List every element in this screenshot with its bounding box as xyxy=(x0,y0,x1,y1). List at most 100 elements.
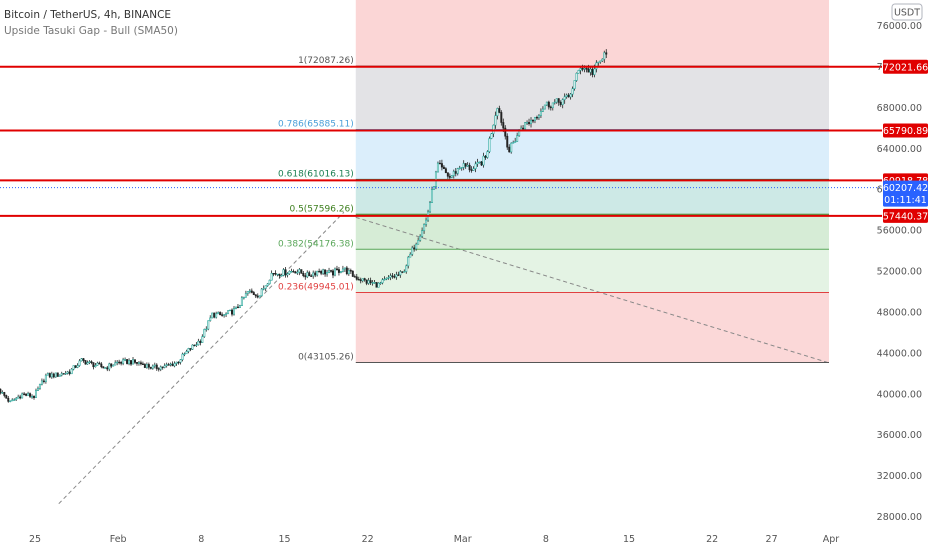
candle-body xyxy=(268,279,271,285)
candle-body xyxy=(46,373,49,376)
candle-body xyxy=(462,163,465,168)
candle-body xyxy=(524,122,527,130)
candle-body xyxy=(347,270,350,275)
candle-body xyxy=(456,168,459,174)
candle-body xyxy=(159,366,162,370)
candle-body xyxy=(80,358,83,362)
candle-body xyxy=(597,61,600,64)
candle-body xyxy=(577,70,580,74)
candle-body xyxy=(549,106,552,109)
x-tick-label: 8 xyxy=(543,534,549,545)
candle-body xyxy=(38,383,41,389)
x-tick-label: Mar xyxy=(454,534,472,545)
candle-body xyxy=(316,270,319,276)
candle-body xyxy=(169,363,172,366)
candle-body xyxy=(464,163,467,167)
zone-05-0382 xyxy=(355,214,829,250)
candle-body xyxy=(573,80,576,89)
candle-body xyxy=(298,269,301,273)
candle-body xyxy=(322,269,325,274)
candle-body xyxy=(541,108,544,112)
candle-body xyxy=(565,94,568,98)
candle-body xyxy=(282,269,285,276)
currency-badge[interactable]: USDT xyxy=(891,3,923,21)
candle-body xyxy=(379,282,382,284)
candle-body xyxy=(165,364,168,366)
candle-body xyxy=(468,164,471,171)
candle-body xyxy=(92,362,95,368)
candle-body xyxy=(260,288,263,297)
candle-body xyxy=(278,273,281,276)
candle-body xyxy=(561,99,564,105)
chart-title: Bitcoin / TetherUS, 4h, BINANCE xyxy=(4,9,171,21)
candle-body xyxy=(145,364,148,368)
candle-body xyxy=(581,68,584,70)
candle-body xyxy=(149,366,152,369)
x-tick-label: 15 xyxy=(278,534,290,545)
candle-body xyxy=(173,363,176,367)
candle-body xyxy=(530,120,533,125)
candle-body xyxy=(569,93,572,98)
x-tick-label: 15 xyxy=(623,534,635,545)
y-tick-label: 44000.00 xyxy=(877,348,922,359)
candle-body xyxy=(458,167,461,170)
candle-body xyxy=(252,292,255,296)
candle-body xyxy=(383,278,386,281)
candle-body xyxy=(11,399,14,402)
candle-body xyxy=(407,256,410,267)
candle-body xyxy=(290,270,293,273)
candle-body xyxy=(112,364,115,367)
candle-body xyxy=(110,363,113,367)
candle-body xyxy=(533,116,536,121)
candle-body xyxy=(345,267,348,275)
candle-body xyxy=(547,101,550,108)
candle-body xyxy=(526,122,529,124)
candle-body xyxy=(589,68,592,73)
candle-body xyxy=(183,353,186,355)
candle-body xyxy=(78,360,81,366)
candle-body xyxy=(155,364,158,369)
candle-body xyxy=(371,282,374,284)
candle-body xyxy=(514,141,517,143)
x-tick-label: Apr xyxy=(823,534,840,545)
candle-body xyxy=(543,104,546,110)
price-badge-2 xyxy=(883,123,928,138)
fib-label-0.786: 0.786(65885.11) xyxy=(278,120,354,130)
candle-body xyxy=(274,272,277,275)
time-axis[interactable]: 25 Feb 8 15 22 Mar 8 15 22 27 Apr xyxy=(29,534,839,545)
candle-body xyxy=(363,278,366,281)
candle-body xyxy=(137,362,140,364)
candle-body xyxy=(585,68,588,70)
horizontal-lines[interactable] xyxy=(0,65,882,217)
zone-0236-0 xyxy=(355,292,829,363)
candle-body xyxy=(512,142,515,144)
candle-body xyxy=(559,102,562,105)
price-badge-2-label: 65790.89 xyxy=(883,126,928,137)
candle-body xyxy=(15,397,18,401)
candle-body xyxy=(23,393,26,395)
candle-body xyxy=(292,270,295,273)
x-tick-label: Feb xyxy=(110,534,127,545)
candle-body xyxy=(242,296,245,299)
candle-body xyxy=(139,362,142,365)
current-price-badge-label: 01:11:41 xyxy=(884,195,927,206)
candle-body xyxy=(5,395,8,399)
candle-body xyxy=(341,268,344,272)
candle-body xyxy=(496,108,499,116)
candle-body xyxy=(306,272,309,278)
candle-body xyxy=(367,280,370,284)
candle-body xyxy=(225,313,228,316)
candle-body xyxy=(44,374,47,382)
candle-body xyxy=(587,68,590,73)
candle-body xyxy=(157,368,160,370)
trend-line-up xyxy=(58,211,345,505)
candle-body xyxy=(256,295,259,298)
candle-body xyxy=(9,400,12,402)
candle-body xyxy=(244,293,247,298)
price-axis[interactable]: 28000.00 32000.00 36000.00 40000.00 44000.00… xyxy=(877,0,932,550)
candle-body xyxy=(431,189,434,203)
candle-body xyxy=(197,340,200,346)
candle-body xyxy=(335,268,338,270)
zone-0786-0618 xyxy=(355,129,829,180)
